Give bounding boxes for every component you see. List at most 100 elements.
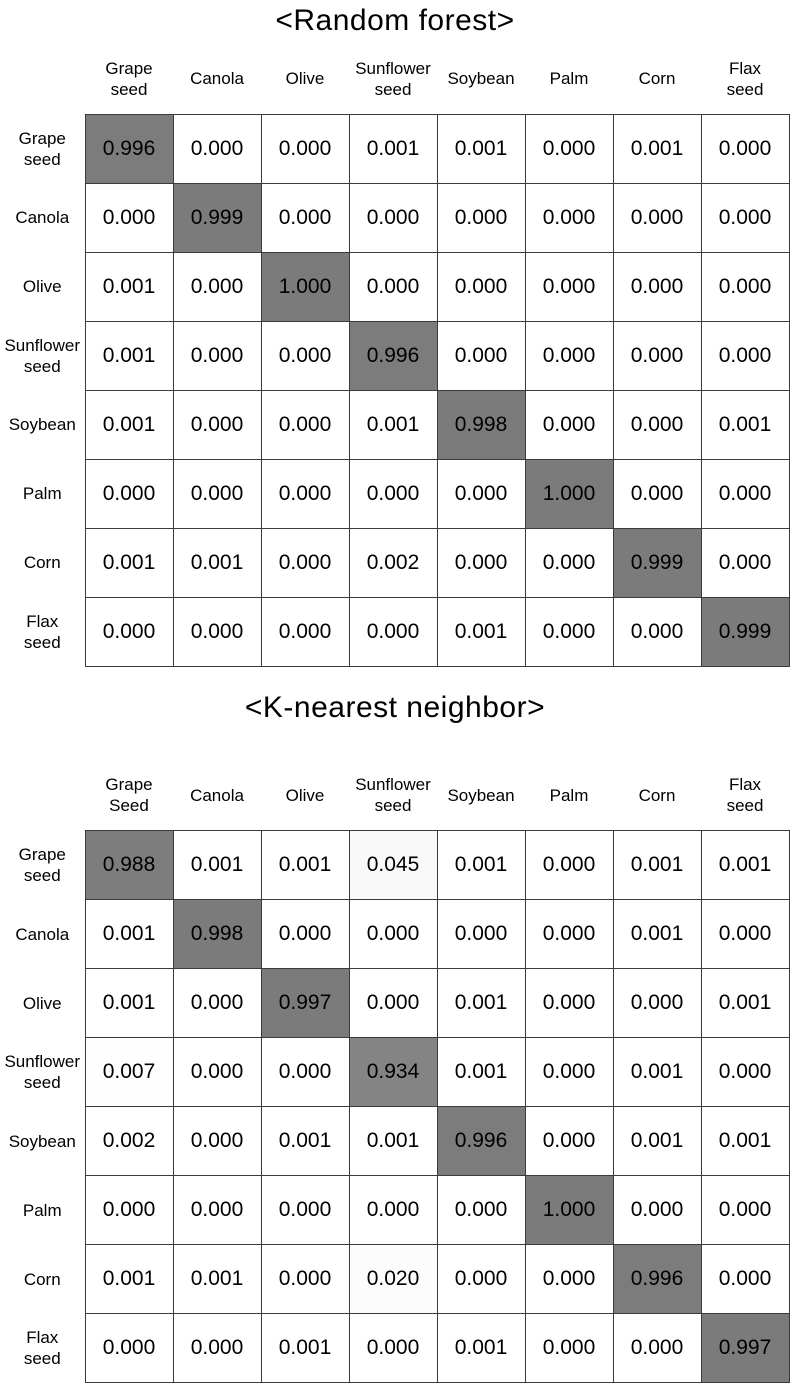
matrix-cell: 0.001 — [612, 1037, 702, 1107]
matrix-cell: 0.000 — [524, 251, 614, 322]
matrix-cell: 0.001 — [348, 113, 438, 184]
matrix-cell: 0.000 — [172, 251, 262, 322]
row-header: Sunflower seed — [0, 1037, 85, 1107]
matrix-cell: 0.000 — [172, 968, 262, 1038]
row-header: Canola — [0, 183, 85, 252]
corner-cell — [0, 44, 85, 114]
matrix-cell: 0.000 — [700, 1244, 790, 1314]
confusion-matrix-random-forest: Grape seed Canola Olive Sunflower seed Soybe… — [0, 44, 790, 667]
matrix-cell: 0.000 — [524, 1313, 614, 1383]
row-header: Olive — [0, 968, 85, 1038]
matrix-cell: 0.000 — [436, 458, 526, 529]
matrix-cell: 1.000 — [524, 1175, 614, 1245]
random-forest-matrix-section: <Random forest> Grape seed Canola Olive Sun… — [0, 4, 790, 667]
matrix-cell: 0.000 — [524, 320, 614, 391]
matrix-cell: 0.001 — [436, 596, 526, 667]
table-row: Canola 0.000 0.999 0.000 0.000 0.000 0.000 0.00… — [0, 182, 790, 253]
matrix-cell: 0.000 — [524, 113, 614, 184]
matrix-cell: 0.999 — [612, 527, 702, 598]
matrix-cell: 0.000 — [612, 251, 702, 322]
matrix-cell: 0.000 — [172, 113, 262, 184]
matrix-cell: 0.998 — [172, 899, 262, 969]
table-row: Grape seed 0.988 0.001 0.001 0.045 0.001 0.000… — [0, 830, 790, 900]
matrix-cell: 0.000 — [612, 968, 702, 1038]
matrix-cell: 0.000 — [260, 1037, 350, 1107]
matrix-cell: 0.000 — [260, 320, 350, 391]
matrix-cell: 0.000 — [524, 389, 614, 460]
matrix-cell: 0.988 — [84, 830, 174, 900]
matrix-cell: 0.001 — [436, 968, 526, 1038]
matrix-cell: 0.001 — [172, 830, 262, 900]
row-header: Soybean — [0, 390, 85, 459]
table-row: Flax seed 0.000 0.000 0.001 0.000 0.001 0.000 0… — [0, 1313, 790, 1383]
matrix-cell: 1.000 — [524, 458, 614, 529]
matrix-cell: 0.001 — [700, 830, 790, 900]
matrix-cell: 0.000 — [524, 830, 614, 900]
matrix-cell: 0.001 — [436, 113, 526, 184]
row-header: Olive — [0, 252, 85, 321]
matrix-cell: 0.000 — [436, 1244, 526, 1314]
matrix-cell: 0.000 — [260, 527, 350, 598]
matrix-cell: 0.000 — [348, 968, 438, 1038]
matrix-cell: 0.000 — [260, 182, 350, 253]
matrix-cell: 0.996 — [84, 113, 174, 184]
column-header: Sunflower seed — [355, 58, 431, 99]
chart-title-random-forest: <Random forest> — [275, 4, 515, 37]
column-header: Canola — [190, 69, 244, 89]
matrix-cell: 0.001 — [84, 389, 174, 460]
row-header: Grape seed — [0, 830, 85, 900]
matrix-cell: 0.000 — [348, 1313, 438, 1383]
matrix-cell: 0.001 — [436, 830, 526, 900]
matrix-cell: 0.000 — [612, 458, 702, 529]
matrix-cell: 0.000 — [172, 389, 262, 460]
column-header: Grape Seed — [105, 775, 153, 816]
matrix-cell: 0.000 — [172, 596, 262, 667]
matrix-cell: 0.997 — [260, 968, 350, 1038]
matrix-cell: 0.000 — [436, 251, 526, 322]
table-row: Palm 0.000 0.000 0.000 0.000 0.000 1.000 0.000 0… — [0, 1175, 790, 1245]
matrix-cell: 0.000 — [436, 182, 526, 253]
matrix-cell: 0.000 — [612, 1175, 702, 1245]
matrix-cell: 0.000 — [700, 527, 790, 598]
matrix-cell: 0.000 — [172, 320, 262, 391]
table-row: Sunflower seed 0.007 0.000 0.000 0.934 0.001 0… — [0, 1037, 790, 1107]
row-header: Palm — [0, 1175, 85, 1245]
matrix-cell: 0.000 — [700, 113, 790, 184]
row-header: Corn — [0, 528, 85, 597]
matrix-cell: 0.996 — [348, 320, 438, 391]
matrix-cell: 0.001 — [172, 1244, 262, 1314]
confusion-matrix-knn: Grape Seed Canola Olive Sunflower seed Soybe… — [0, 761, 790, 1383]
matrix-cell: 0.000 — [260, 389, 350, 460]
matrix-cell: 0.001 — [84, 527, 174, 598]
matrix-cell: 0.000 — [524, 1106, 614, 1176]
matrix-cell: 0.020 — [348, 1244, 438, 1314]
table-row: Palm 0.000 0.000 0.000 0.000 0.000 1.000 0.000 0… — [0, 458, 790, 529]
table-row: Sunflower seed 0.001 0.000 0.000 0.996 0.000 0… — [0, 320, 790, 391]
matrix-cell: 0.000 — [700, 320, 790, 391]
matrix-cell: 0.000 — [700, 899, 790, 969]
matrix-cell: 0.001 — [612, 899, 702, 969]
row-header: Flax seed — [0, 597, 85, 666]
matrix-cell: 0.001 — [700, 968, 790, 1038]
matrix-cell: 0.000 — [260, 596, 350, 667]
matrix-cell: 0.000 — [260, 113, 350, 184]
matrix-cell: 0.001 — [84, 899, 174, 969]
table-row: Grape seed 0.996 0.000 0.000 0.001 0.001 0.000… — [0, 113, 790, 184]
column-header: Palm — [549, 69, 589, 89]
matrix-cell: 0.000 — [172, 1175, 262, 1245]
column-header: Canola — [190, 785, 244, 805]
matrix-cell: 0.000 — [172, 1106, 262, 1176]
matrix-cell: 0.001 — [700, 1106, 790, 1176]
matrix-cell: 0.000 — [348, 251, 438, 322]
matrix-cell: 0.002 — [348, 527, 438, 598]
row-header: Canola — [0, 899, 85, 969]
column-header: Olive — [285, 785, 325, 805]
matrix-cell: 0.001 — [84, 968, 174, 1038]
row-header: Corn — [0, 1244, 85, 1314]
matrix-cell: 0.000 — [700, 1037, 790, 1107]
matrix-cell: 0.000 — [700, 1175, 790, 1245]
matrix-cell: 0.001 — [260, 830, 350, 900]
table-row: Soybean 0.002 0.000 0.001 0.001 0.996 0.000 0.0… — [0, 1106, 790, 1176]
matrix-cell: 0.001 — [348, 1106, 438, 1176]
row-header: Palm — [0, 459, 85, 528]
